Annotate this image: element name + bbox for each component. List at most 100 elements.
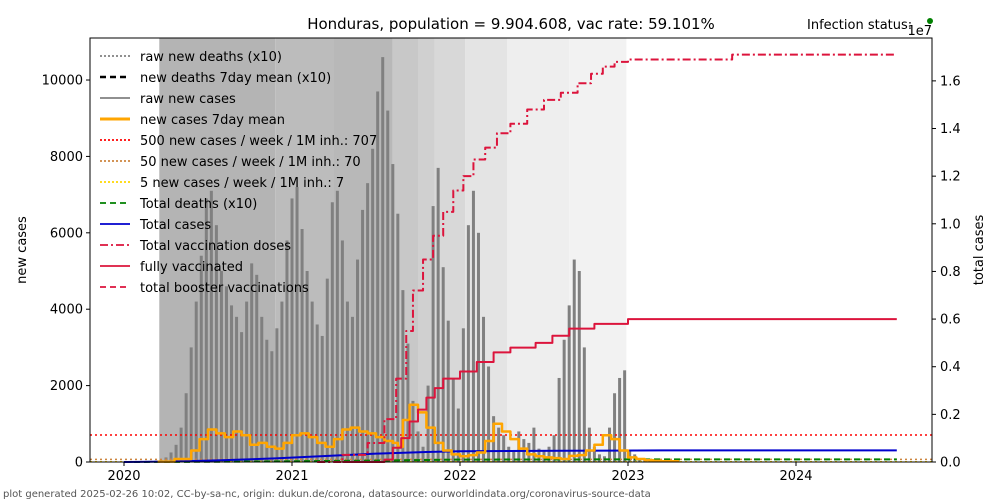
legend-label: Total deaths (x10) bbox=[139, 197, 257, 212]
right-y-axis-label: total cases bbox=[972, 215, 987, 286]
right-axis-multiplier: 1e7 bbox=[907, 24, 932, 39]
raw-new-cases-bar bbox=[361, 209, 365, 462]
x-tick-label: 2020 bbox=[107, 469, 140, 484]
right-y-axis: 0.0 0.2 0.4 0.6 0.8 1.0 1.2 1.4 1.6 bbox=[932, 74, 961, 471]
raw-new-cases-bar bbox=[532, 427, 536, 462]
legend-label: 500 new cases / week / 1M inh.: 707 bbox=[140, 134, 377, 149]
y-tick-label-right: 1.6 bbox=[940, 74, 961, 89]
infection-status-label: Infection status: bbox=[807, 18, 912, 33]
raw-new-cases-bar bbox=[371, 148, 375, 462]
raw-new-cases-bar bbox=[577, 271, 581, 462]
raw-new-cases-bar bbox=[260, 316, 264, 462]
y-tick-label-right: 1.0 bbox=[940, 217, 961, 232]
raw-new-cases-bar bbox=[497, 427, 501, 462]
raw-new-cases-bar bbox=[179, 427, 183, 462]
raw-new-cases-bar bbox=[618, 377, 622, 462]
raw-new-cases-bar bbox=[184, 393, 188, 462]
legend-label: new cases 7day mean bbox=[140, 113, 285, 128]
raw-new-cases-bar bbox=[194, 301, 198, 462]
raw-new-cases-bar bbox=[305, 271, 309, 462]
y-tick-label-right: 1.4 bbox=[940, 122, 961, 137]
raw-new-cases-bar bbox=[356, 259, 360, 462]
y-tick-label-left: 10000 bbox=[42, 74, 83, 89]
y-tick-label-right: 0.4 bbox=[940, 360, 961, 375]
y-tick-label-left: 2000 bbox=[50, 379, 83, 394]
raw-new-cases-bar bbox=[557, 377, 561, 462]
status-band bbox=[418, 38, 435, 462]
raw-new-cases-bar bbox=[219, 271, 223, 462]
raw-new-cases-bar bbox=[366, 183, 370, 463]
footer-credit: plot generated 2025-02-26 10:02, CC-by-s… bbox=[3, 489, 651, 500]
y-tick-label-left: 6000 bbox=[50, 226, 83, 241]
raw-new-cases-bar bbox=[482, 316, 486, 462]
status-band bbox=[275, 38, 334, 462]
raw-new-cases-bar bbox=[300, 228, 304, 462]
raw-new-cases-bar bbox=[386, 110, 390, 463]
raw-new-cases-bar bbox=[381, 57, 385, 463]
y-tick-label-right: 0.0 bbox=[940, 456, 961, 471]
raw-new-cases-bar bbox=[255, 274, 259, 462]
raw-new-cases-bar bbox=[209, 190, 213, 462]
total-cases-line bbox=[123, 449, 897, 463]
x-tick-label: 2022 bbox=[443, 469, 476, 484]
raw-new-cases-bar bbox=[330, 202, 334, 462]
raw-new-cases-bar bbox=[204, 198, 208, 462]
infection-status-indicator bbox=[927, 18, 933, 24]
legend-label: raw new deaths (x10) bbox=[140, 50, 282, 65]
raw-new-cases-bar bbox=[406, 343, 410, 462]
raw-new-cases-bar bbox=[552, 435, 556, 462]
x-tick-label: 2024 bbox=[779, 469, 812, 484]
series-lines bbox=[123, 53, 897, 463]
raw-new-cases-bar bbox=[502, 435, 506, 462]
raw-new-cases-bar bbox=[436, 167, 440, 462]
raw-new-cases-bar bbox=[290, 198, 294, 462]
raw-new-cases-bar bbox=[265, 339, 269, 462]
raw-new-cases-bar bbox=[245, 301, 249, 462]
raw-new-cases-bar bbox=[421, 446, 425, 462]
left-y-axis: 0 2000 4000 6000 8000 10000 bbox=[42, 74, 90, 471]
y-tick-label-left: 0 bbox=[75, 456, 83, 471]
raw-new-cases-bar bbox=[396, 213, 400, 462]
legend-label: 5 new cases / week / 1M inh.: 7 bbox=[140, 176, 344, 191]
status-band bbox=[569, 38, 627, 462]
raw-new-cases-bar bbox=[189, 347, 193, 462]
raw-new-cases-bar bbox=[235, 316, 239, 462]
raw-new-cases-bar bbox=[527, 442, 531, 462]
raw-new-cases-bar bbox=[230, 305, 234, 462]
legend-label: Total cases bbox=[139, 218, 211, 233]
raw-new-cases-bar bbox=[325, 278, 329, 462]
legend-label: total booster vaccinations bbox=[140, 281, 309, 296]
raw-new-cases-bar bbox=[446, 320, 450, 462]
raw-new-cases-bar bbox=[250, 263, 254, 462]
legend-label: raw new cases bbox=[140, 92, 236, 107]
raw-new-cases-bar bbox=[350, 316, 354, 462]
raw-new-cases-bar bbox=[401, 290, 405, 462]
y-tick-label-left: 8000 bbox=[50, 150, 83, 165]
total-vaccination-doses-line bbox=[317, 53, 897, 463]
raw-new-cases-bar bbox=[310, 301, 314, 462]
raw-new-cases-bar bbox=[335, 190, 339, 462]
raw-new-cases-bar bbox=[174, 444, 178, 462]
legend: raw new deaths (x10) new deaths 7day mean… bbox=[100, 50, 377, 296]
y-tick-label-right: 0.2 bbox=[940, 408, 961, 423]
raw-new-cases-bar bbox=[466, 225, 470, 462]
status-band bbox=[434, 38, 466, 462]
y-tick-label-left: 4000 bbox=[50, 303, 83, 318]
raw-new-cases-bar bbox=[471, 190, 475, 462]
raw-new-cases-bar bbox=[461, 328, 465, 462]
left-y-axis-label: new cases bbox=[15, 216, 30, 284]
raw-new-cases-bar bbox=[416, 431, 420, 462]
raw-new-cases-bar bbox=[451, 377, 455, 462]
raw-new-cases-bar bbox=[592, 446, 596, 462]
raw-new-cases-bar bbox=[411, 400, 415, 462]
raw-new-cases-bar bbox=[315, 324, 319, 462]
raw-new-cases-bar bbox=[597, 454, 601, 462]
x-axis: 2020 2021 2022 2023 2024 bbox=[107, 462, 813, 484]
raw-new-cases-bar bbox=[285, 240, 289, 462]
raw-new-cases-bar bbox=[487, 366, 491, 462]
plot-frame bbox=[89, 37, 933, 463]
x-tick-label: 2023 bbox=[611, 469, 644, 484]
chart-title: Honduras, population = 9.904.608, vac ra… bbox=[307, 15, 715, 33]
raw-new-cases-bar bbox=[214, 225, 218, 462]
